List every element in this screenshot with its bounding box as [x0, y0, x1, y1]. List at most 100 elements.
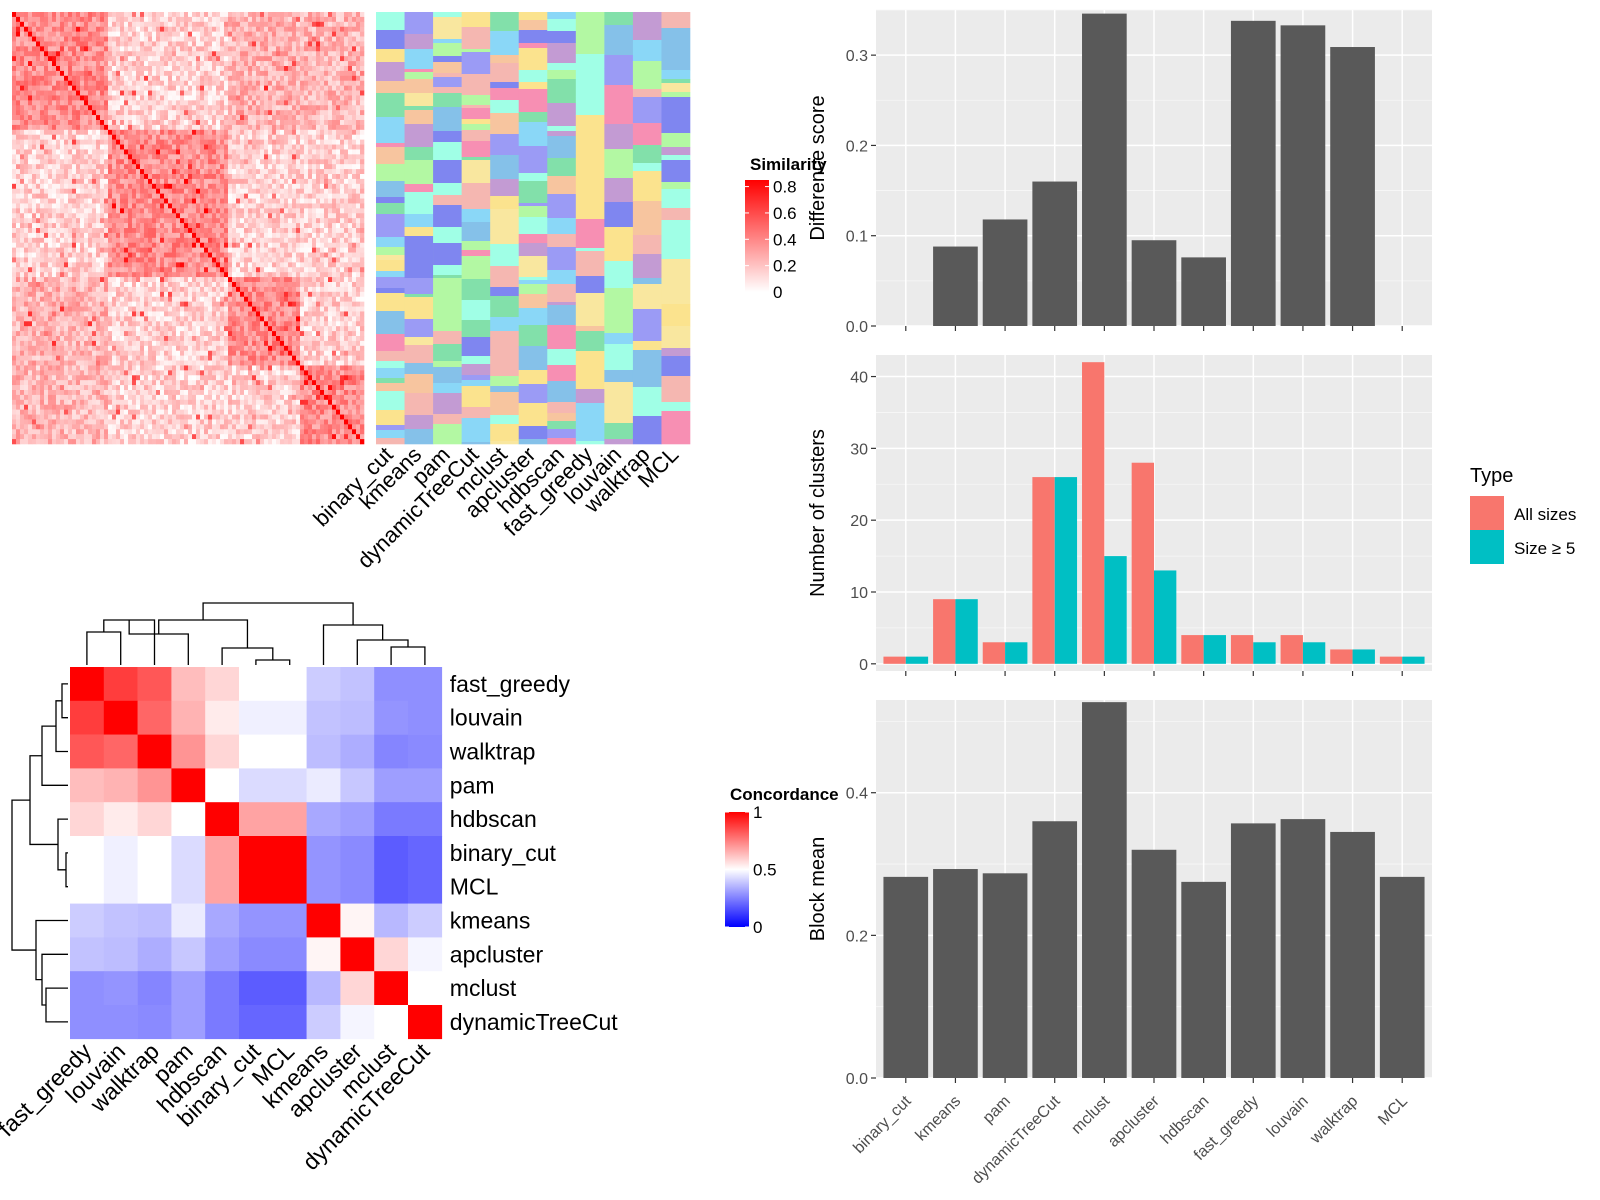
concordance-legend: Concordance 0 0.5 1	[725, 785, 839, 937]
concordance-cell	[340, 937, 375, 972]
concordance-cell	[306, 700, 341, 735]
bar	[1330, 649, 1353, 664]
x-tick-label: binary_cut	[850, 1092, 915, 1157]
bar	[982, 642, 1006, 664]
concordance-cell	[239, 903, 274, 938]
concordance-row-label: kmeans	[450, 908, 531, 934]
legend-swatch	[1470, 496, 1504, 530]
concordance-row-label: louvain	[450, 705, 523, 731]
bar	[933, 599, 956, 664]
difference-score-chart: 0.0 0.1 0.2 0.3 Difference score	[807, 9, 1432, 336]
concordance-cell	[103, 903, 138, 938]
concordance-cell	[70, 667, 105, 702]
concordance-cell	[272, 768, 307, 803]
concordance-dendrograms	[11, 602, 426, 1023]
concordance-cell	[408, 734, 443, 769]
similarity-colorbar	[745, 180, 769, 292]
concordance-cell	[70, 802, 105, 837]
concordance-cell	[171, 802, 206, 837]
y-tick-label: 0.1	[846, 229, 868, 246]
bar	[1203, 635, 1226, 664]
concordance-cell	[239, 700, 274, 735]
bar	[1230, 635, 1254, 664]
concordance-cell	[306, 768, 341, 803]
concordance-cell	[137, 971, 172, 1006]
concordance-cell	[306, 836, 341, 871]
y-axis-title: Block mean	[807, 837, 829, 942]
concordance-row-label: dynamicTreeCut	[450, 1009, 618, 1035]
bar	[905, 656, 929, 664]
concordance-cell	[408, 903, 443, 938]
y-axis-title: Number of clusters	[807, 429, 829, 597]
bar	[1402, 656, 1425, 664]
concordance-cell	[374, 836, 409, 871]
x-tick-label: walktrap	[1307, 1093, 1362, 1148]
bar	[1379, 876, 1425, 1078]
concordance-cell	[306, 903, 341, 938]
concordance-legend-tick: 0	[753, 918, 762, 937]
concordance-cell	[205, 937, 240, 972]
concordance-cell	[272, 700, 307, 735]
concordance-cell	[340, 667, 375, 702]
bar	[1082, 702, 1127, 1078]
bar	[883, 876, 929, 1078]
bar	[1181, 635, 1204, 664]
similarity-heatmap	[12, 12, 365, 445]
concordance-cell	[340, 971, 375, 1006]
concordance-cell	[340, 734, 375, 769]
concordance-cell	[239, 734, 274, 769]
similarity-legend-tick: 0.6	[773, 204, 797, 223]
bar	[1032, 181, 1078, 326]
concordance-cell	[205, 700, 240, 735]
bar	[1131, 849, 1177, 1078]
number-of-clusters-chart: 0 10 20 30 40 Number of clusters	[807, 355, 1432, 676]
concordance-cell	[70, 768, 105, 803]
concordance-cell	[306, 667, 341, 702]
legend-swatch	[1470, 530, 1504, 564]
bar	[1082, 362, 1105, 664]
concordance-cell	[137, 937, 172, 972]
bar	[933, 246, 978, 326]
similarity-legend: Similarity 0 0.2 0.4 0.6 0.8	[745, 155, 827, 302]
bar	[1280, 635, 1303, 664]
concordance-cell	[340, 836, 375, 871]
bar	[1154, 570, 1177, 664]
similarity-legend-tick: 0.8	[773, 178, 797, 197]
concordance-cell	[374, 734, 409, 769]
concordance-cell	[374, 903, 409, 938]
concordance-cell	[408, 802, 443, 837]
concordance-cell	[340, 768, 375, 803]
x-tick-label: dynamicTreeCut	[969, 1092, 1064, 1187]
concordance-cell	[171, 937, 206, 972]
y-axis-title: Difference score	[807, 95, 829, 240]
bar	[1280, 819, 1326, 1078]
concordance-cell	[171, 836, 206, 871]
concordance-cell	[306, 971, 341, 1006]
concordance-cell	[239, 869, 274, 904]
bar	[1131, 462, 1154, 664]
y-tick-label: 10	[850, 585, 868, 602]
x-tick-label: louvain	[1264, 1093, 1312, 1141]
concordance-row-label: hdbscan	[450, 806, 537, 832]
bar	[1005, 642, 1028, 664]
concordance-cell	[205, 836, 240, 871]
y-tick-label: 0.3	[846, 48, 868, 65]
concordance-cell	[70, 903, 105, 938]
concordance-cell	[205, 768, 240, 803]
concordance-cell	[340, 903, 375, 938]
bar	[1032, 477, 1055, 664]
concordance-cell	[272, 1005, 307, 1040]
concordance-cell	[408, 937, 443, 972]
concordance-row-label: fast_greedy	[450, 671, 571, 697]
concordance-cell	[205, 971, 240, 1006]
concordance-cell	[272, 869, 307, 904]
concordance-cell	[103, 971, 138, 1006]
bar	[1352, 649, 1375, 664]
concordance-cell	[306, 937, 341, 972]
concordance-cell	[408, 1005, 443, 1040]
concordance-cell	[374, 1005, 409, 1040]
x-tick-label: MCL	[1375, 1093, 1411, 1129]
concordance-cell	[272, 734, 307, 769]
concordance-cell	[408, 836, 443, 871]
concordance-cell	[374, 768, 409, 803]
